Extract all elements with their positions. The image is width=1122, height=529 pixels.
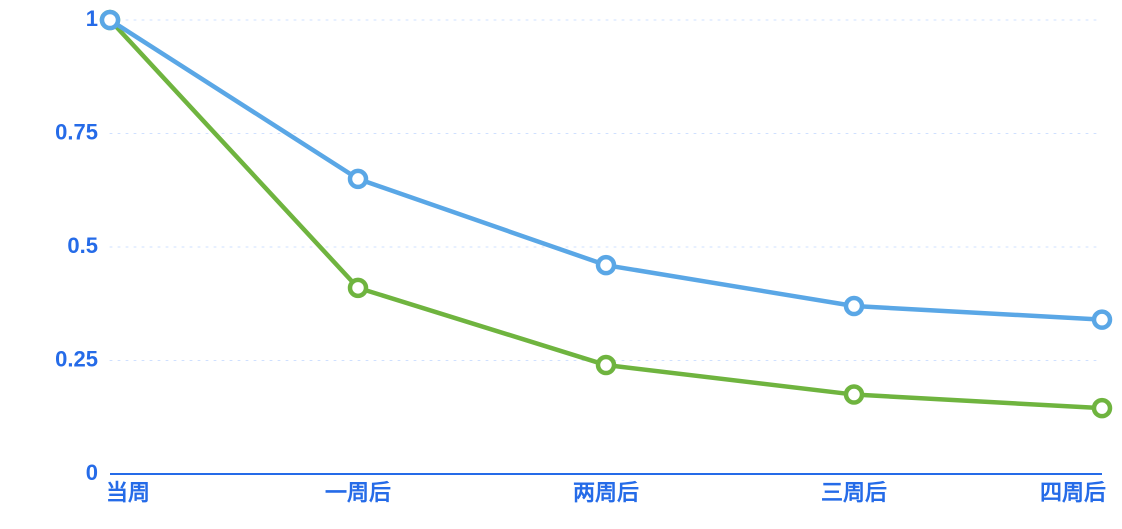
- x-tick-label: 当周: [106, 480, 150, 505]
- x-tick-label: 一周后: [325, 480, 391, 505]
- series-blue-marker: [350, 171, 366, 187]
- series-green-marker: [1094, 400, 1110, 416]
- series-blue-marker: [846, 298, 862, 314]
- series-blue-marker: [598, 257, 614, 273]
- retention-line-chart: 0 0.25 0.5 0.75 1 当周 一周后 两周后 三周后 四周后: [0, 0, 1122, 529]
- x-tick-label: 三周后: [821, 480, 887, 505]
- series-green-marker: [846, 387, 862, 403]
- x-tick-label: 四周后: [1040, 480, 1106, 505]
- y-tick-label: 0: [86, 460, 98, 485]
- y-tick-label: 1: [86, 6, 98, 31]
- series-green-marker: [598, 357, 614, 373]
- series-green-marker: [350, 280, 366, 296]
- y-tick-label: 0.5: [67, 233, 98, 258]
- x-tick-label: 两周后: [573, 480, 639, 505]
- series-blue-marker: [102, 12, 118, 28]
- series-blue-marker: [1094, 312, 1110, 328]
- y-tick-label: 0.25: [55, 346, 98, 371]
- chart-background: [0, 0, 1122, 529]
- y-tick-label: 0.75: [55, 119, 98, 144]
